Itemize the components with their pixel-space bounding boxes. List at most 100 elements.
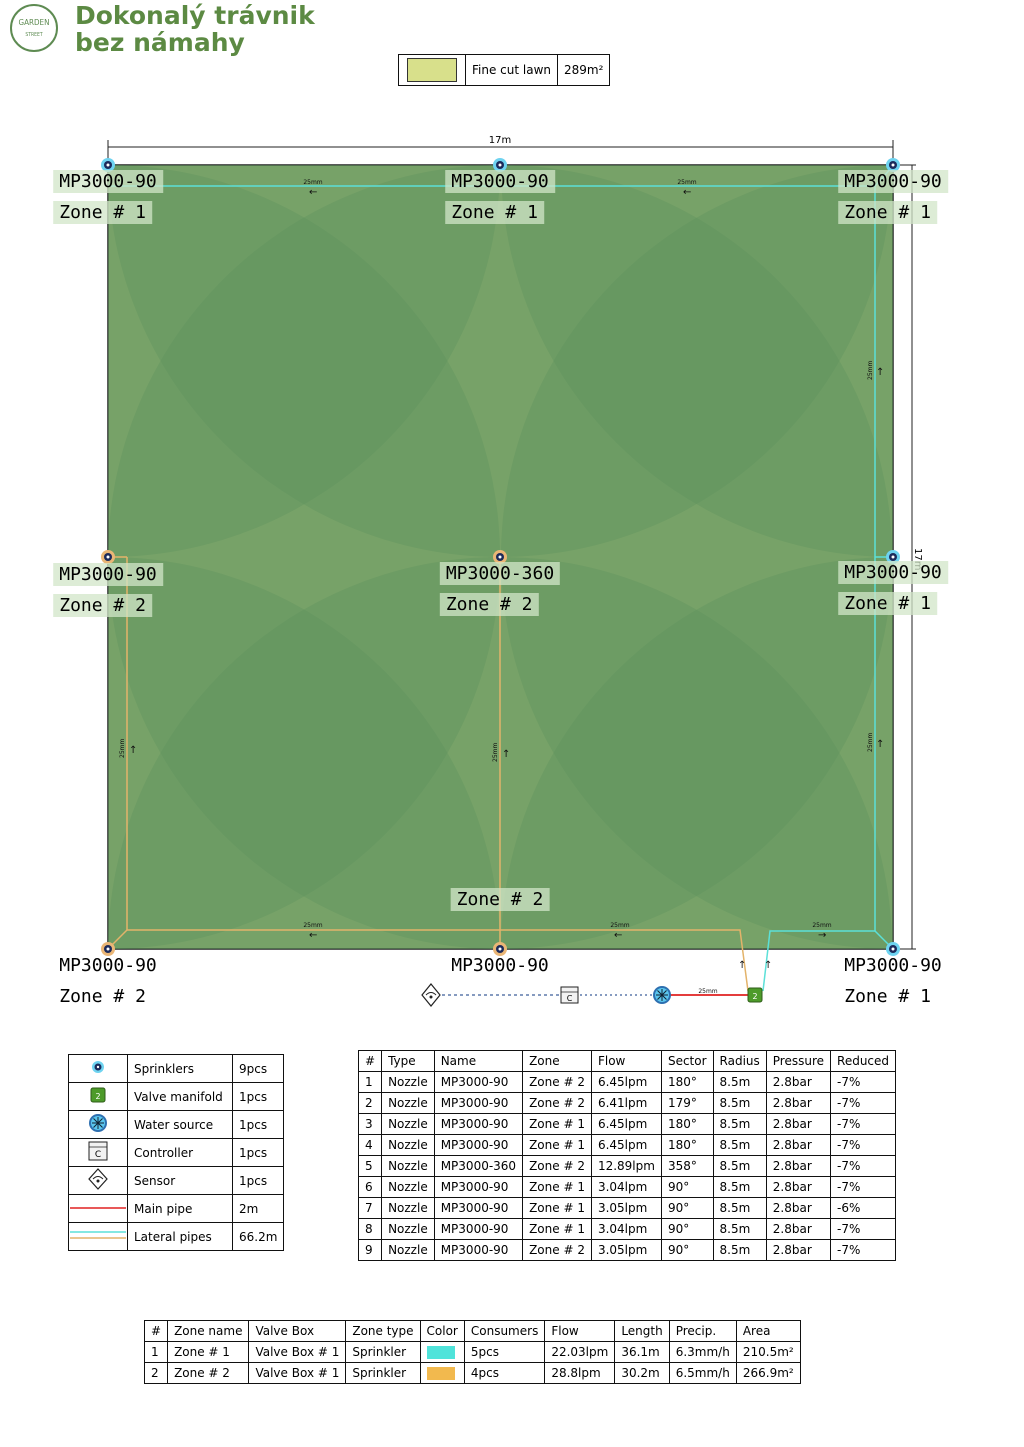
- nozzle-table-header: # Type Name Zone Flow Sector Radius Pressure Red…: [357, 1050, 897, 1072]
- logo-text-bottom: STREET: [25, 32, 43, 38]
- valve-manifold-icon[interactable]: 2: [747, 987, 763, 1003]
- nozzle-table-row: 1 Nozzle MP3000-90 Zone # 2 6.45lpm 180° 8.5m 2…: [357, 1071, 897, 1093]
- nozzle-table-row: 9 Nozzle MP3000-90 Zone # 2 3.05lpm 90° 8.5m 2.…: [357, 1239, 897, 1261]
- nozzle-cell: -7%: [830, 1239, 897, 1261]
- pipe-size-label: 25mm: [610, 922, 629, 929]
- zone-color-swatch: [426, 1367, 455, 1380]
- coverage-circle: [108, 165, 500, 949]
- sprinkler-icon[interactable]: [886, 550, 900, 564]
- zone-cell: 5pcs: [463, 1341, 546, 1363]
- nozzle-cell: 180°: [660, 1071, 714, 1093]
- flow-arrow-icon: ↑: [876, 367, 884, 378]
- sprinkler-model: MP3000-90: [451, 955, 549, 976]
- zone-header-cell: Flow: [544, 1320, 616, 1342]
- nozzle-cell: 2: [357, 1092, 383, 1114]
- logo-text-top: GARDEN: [18, 18, 50, 27]
- legend-label: Valve manifold: [127, 1082, 233, 1111]
- nozzle-cell: Nozzle: [381, 1155, 435, 1177]
- brand-title-line1: Dokonalý trávnik: [75, 1, 315, 30]
- nozzle-cell: 8.5m: [712, 1113, 767, 1135]
- nozzle-cell: 2.8bar: [765, 1113, 832, 1135]
- nozzle-cell: 8.5m: [712, 1218, 767, 1240]
- pipe-size-label: 25mm: [698, 988, 717, 995]
- legend-count: 9pcs: [231, 1054, 285, 1083]
- nozzle-header-cell: Name: [433, 1050, 524, 1072]
- zone-header-cell: Color: [419, 1320, 465, 1342]
- flow-arrows: ← ← ← ← → ↑ ↑ ↑ ↑ ↑ ↑: [129, 187, 884, 971]
- sprinkler-label: MP3000-90 Zone # 1: [844, 955, 942, 1008]
- controller-symbol: C: [567, 994, 573, 1003]
- zone-cell: 36.1m: [614, 1341, 670, 1363]
- controller-icon[interactable]: C: [560, 986, 579, 1004]
- sprinkler-label: MP3000-90 Zone # 2: [59, 955, 157, 1008]
- sprinkler-label: MP3000-90 Zone # 1: [445, 170, 555, 224]
- nozzle-table-row: 3 Nozzle MP3000-90 Zone # 1 6.45lpm 180° 8.5m 2…: [357, 1113, 897, 1135]
- zone-cell: 210.5m²: [735, 1341, 801, 1363]
- legend-row: Sprinklers 9pcs: [68, 1054, 285, 1083]
- legend-count: 1pcs: [231, 1110, 285, 1139]
- sprinkler-icon[interactable]: [101, 942, 115, 956]
- nozzle-cell: 90°: [660, 1197, 714, 1219]
- sprinkler-zone: Zone # 2: [53, 594, 152, 617]
- nozzle-table-row: 6 Nozzle MP3000-90 Zone # 1 3.04lpm 90° 8.5m 2.…: [357, 1176, 897, 1198]
- legend-row: Water source 1pcs: [68, 1110, 285, 1139]
- zone-header-cell: Area: [735, 1320, 801, 1342]
- nozzle-cell: Nozzle: [381, 1239, 435, 1261]
- nozzle-cell: MP3000-90: [433, 1239, 524, 1261]
- controller-symbol: C: [95, 1150, 101, 1160]
- nozzle-cell: Nozzle: [381, 1176, 435, 1198]
- sprinkler-zone: Zone # 1: [844, 986, 931, 1007]
- nozzle-cell: 6.45lpm: [590, 1113, 662, 1135]
- zone-table-header: # Zone name Valve Box Zone type Color Consume…: [143, 1320, 801, 1342]
- nozzle-cell: 3.05lpm: [590, 1239, 662, 1261]
- legend-count: 1pcs: [231, 1138, 285, 1167]
- nozzle-cell: 2.8bar: [765, 1092, 832, 1114]
- nozzle-cell: 2.8bar: [765, 1134, 832, 1156]
- legend-row: Sensor 1pcs: [68, 1166, 285, 1195]
- pipe-size-label: 25mm: [867, 361, 874, 380]
- nozzle-cell: Zone # 1: [522, 1197, 592, 1219]
- zone-cell: 266.9m²: [735, 1362, 801, 1384]
- main-pipe-icon: [68, 1194, 128, 1223]
- nozzle-header-cell: Radius: [712, 1050, 767, 1072]
- zone-cell: Valve Box # 1: [248, 1341, 347, 1363]
- brand-title-line2: bez námahy: [75, 28, 245, 57]
- nozzle-cell: 9: [357, 1239, 383, 1261]
- nozzle-header-cell: Reduced: [830, 1050, 897, 1072]
- nozzle-cell: 4: [357, 1134, 383, 1156]
- legend-label: Main pipe: [127, 1194, 233, 1223]
- nozzle-cell: 8.5m: [712, 1197, 767, 1219]
- area-legend-label: Fine cut lawn: [465, 54, 558, 86]
- nozzle-cell: 90°: [660, 1218, 714, 1240]
- nozzle-header-cell: Sector: [660, 1050, 714, 1072]
- nozzle-header-cell: Flow: [590, 1050, 662, 1072]
- nozzle-cell: 2.8bar: [765, 1155, 832, 1177]
- sprinkler-icon[interactable]: [101, 158, 115, 172]
- lawn-swatch-cell: [398, 54, 466, 86]
- legend-label: Sensor: [127, 1166, 233, 1195]
- water-source-icon[interactable]: [653, 986, 671, 1004]
- sprinkler-icon[interactable]: [493, 942, 507, 956]
- legend-label: Controller: [127, 1138, 233, 1167]
- nozzle-cell: -7%: [830, 1218, 897, 1240]
- sprinkler-heads: [101, 158, 900, 956]
- area-legend-value: 289m²: [556, 54, 611, 86]
- sprinkler-icon[interactable]: [886, 942, 900, 956]
- zone-color-cell: [419, 1362, 465, 1384]
- sprinkler-model: MP3000-90: [844, 955, 942, 976]
- sprinkler-icon[interactable]: [493, 158, 507, 172]
- sprinkler-icon[interactable]: [493, 550, 507, 564]
- flow-arrow-icon: ↑: [764, 960, 772, 971]
- nozzle-cell: MP3000-90: [433, 1176, 524, 1198]
- sprinkler-coverage: [108, 165, 893, 949]
- nozzle-cell: Nozzle: [381, 1218, 435, 1240]
- dimension-lines: [107, 140, 916, 950]
- nozzle-table: # Type Name Zone Flow Sector Radius Pressure Red…: [357, 1050, 897, 1261]
- sprinkler-icon: [68, 1054, 128, 1083]
- zone-header-cell: Zone type: [345, 1320, 421, 1342]
- sprinkler-icon[interactable]: [886, 158, 900, 172]
- sprinkler-icon[interactable]: [101, 550, 115, 564]
- controller-icon: C: [68, 1138, 128, 1167]
- nozzle-cell: Zone # 2: [522, 1155, 592, 1177]
- sensor-icon[interactable]: [421, 983, 441, 1007]
